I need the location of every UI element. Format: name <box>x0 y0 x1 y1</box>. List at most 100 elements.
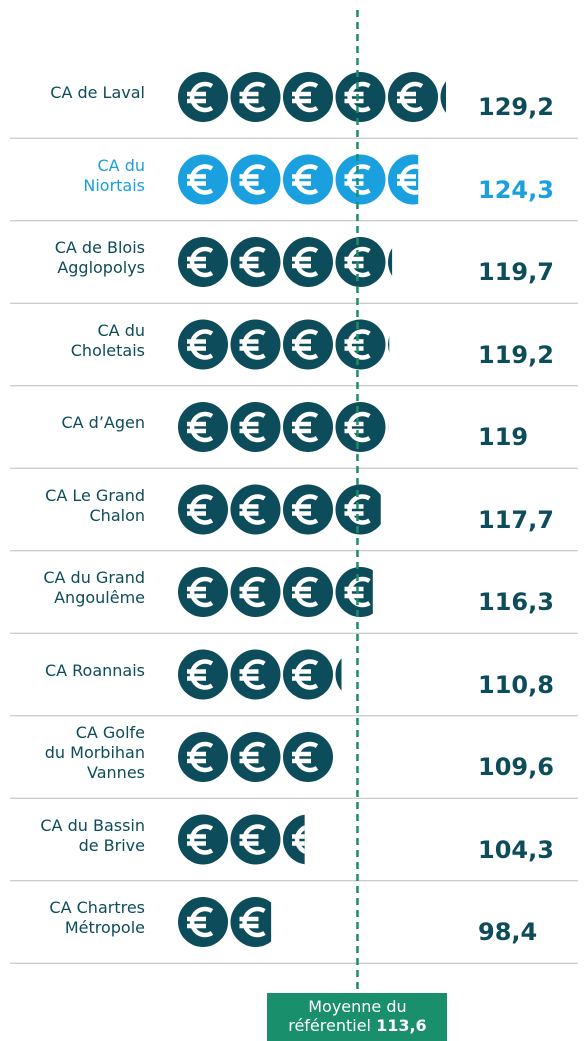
euro-sign <box>397 579 422 605</box>
coin <box>178 484 228 535</box>
coin <box>230 649 281 700</box>
euro-sign <box>397 497 422 523</box>
coin <box>335 72 386 122</box>
coin-bar <box>178 649 475 700</box>
category-label: CA de Blois Agglopolys <box>54 238 145 277</box>
coin <box>230 567 281 617</box>
euro-sign <box>450 414 475 440</box>
coin-bar <box>178 72 475 122</box>
euro-sign <box>292 81 319 113</box>
euro-sign <box>239 906 266 938</box>
coin <box>440 81 447 113</box>
euro-sign <box>344 246 371 278</box>
euro-sign <box>450 827 475 853</box>
euro-sign <box>292 825 305 854</box>
euro-sign <box>239 494 266 525</box>
euro-sign <box>292 576 319 608</box>
value-label: 109,6 <box>478 753 554 781</box>
euro-sign <box>292 494 319 525</box>
euro-sign <box>239 164 266 195</box>
average-label: 113,6 <box>376 1016 427 1035</box>
euro-sign <box>397 81 424 113</box>
coin <box>230 154 281 205</box>
coin <box>335 484 381 535</box>
euro-sign <box>397 414 422 440</box>
euro-sign <box>450 249 475 275</box>
value-label: 104,3 <box>478 835 554 864</box>
euro-sign <box>450 579 475 605</box>
euro-sign <box>187 741 214 773</box>
euro-sign <box>397 744 422 770</box>
value-label: 117,7 <box>478 505 554 534</box>
euro-sign <box>187 906 214 938</box>
category-label: CA du Niortais <box>83 155 145 195</box>
coin <box>178 154 228 205</box>
euro-sign <box>187 164 214 195</box>
euro-sign <box>187 494 214 525</box>
coin-bar <box>178 237 475 287</box>
coin <box>335 658 342 691</box>
category-label: CA du Grand Angoulême <box>43 568 145 607</box>
coin <box>388 485 438 535</box>
coin <box>336 732 386 782</box>
category-label: CA Golfe du Morbihan Vannes <box>44 723 145 782</box>
euro-sign <box>187 411 214 443</box>
coin <box>388 567 438 617</box>
value-label: 119,2 <box>478 340 554 369</box>
coin <box>335 237 386 287</box>
euro-sign <box>450 744 475 770</box>
coin <box>388 815 438 865</box>
euro-sign <box>292 909 317 935</box>
coin <box>283 319 333 370</box>
euro-sign <box>187 824 214 855</box>
euro-sign <box>397 164 419 195</box>
coin <box>230 319 281 370</box>
euro-sign <box>344 164 371 195</box>
euro-sign <box>239 411 266 443</box>
euro-sign <box>187 329 214 360</box>
coin <box>388 650 438 700</box>
euro-sign <box>450 84 475 110</box>
coin <box>335 567 373 617</box>
coin <box>283 897 333 947</box>
coin <box>178 649 228 700</box>
value-label: 98,4 <box>478 918 538 946</box>
coin <box>230 897 272 947</box>
coin <box>230 72 281 122</box>
coin <box>388 424 389 430</box>
euro-sign <box>450 662 475 688</box>
value-label: 119 <box>478 423 529 451</box>
coin <box>283 814 305 865</box>
euro-sign <box>344 576 371 608</box>
coin-bar <box>178 154 475 205</box>
category-label: CA du Bassin de Brive <box>40 815 145 855</box>
coin <box>178 567 228 617</box>
euro-sign <box>397 909 422 935</box>
coin <box>178 319 228 370</box>
coin-bar <box>178 814 475 865</box>
euro-sign <box>239 246 266 278</box>
euro-sign <box>450 167 475 193</box>
coin <box>336 897 386 947</box>
category-label: CA d’Agen <box>61 413 145 432</box>
coin <box>283 732 333 782</box>
category-label: CA Le Grand Chalon <box>45 485 145 525</box>
euro-sign <box>239 81 266 113</box>
coin <box>388 732 438 782</box>
coin <box>388 336 390 353</box>
value-label: 124,3 <box>478 175 554 204</box>
category-label: CA de Laval <box>50 83 145 102</box>
coin <box>178 237 228 287</box>
euro-sign <box>187 81 214 113</box>
coin <box>283 237 333 287</box>
coin <box>388 897 438 947</box>
coin-bar <box>178 732 475 782</box>
euro-sign <box>292 246 319 278</box>
coin-bar <box>178 319 390 370</box>
coin-bar <box>178 897 438 947</box>
value-label: 116,3 <box>478 588 554 616</box>
coin <box>178 402 228 452</box>
coin <box>335 402 386 452</box>
